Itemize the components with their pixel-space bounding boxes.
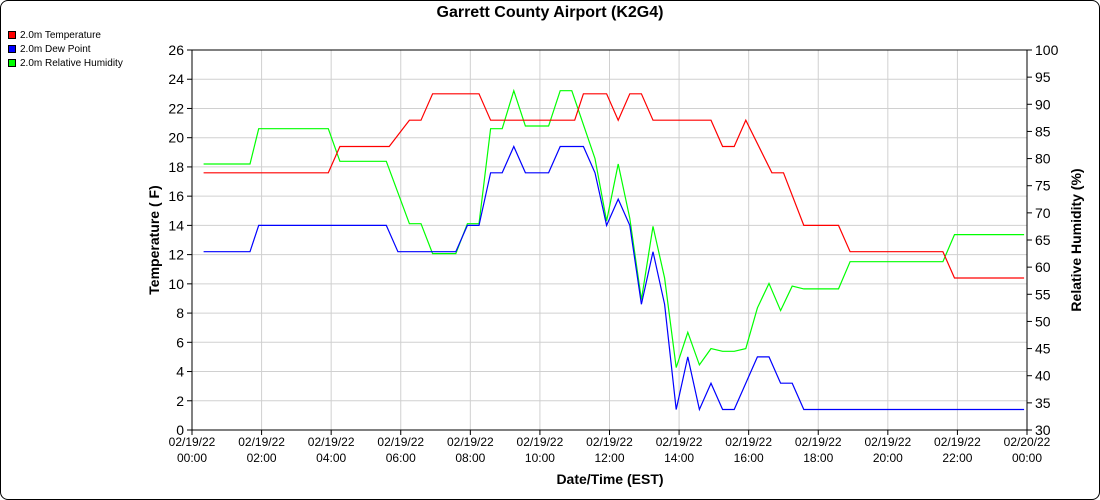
y-right-tick-label: 75 (1035, 178, 1051, 194)
y-tick-label: 14 (168, 217, 184, 233)
grid (191, 49, 1028, 431)
x-tick-date: 02/19/22 (934, 435, 981, 449)
y-right-tick-label: 50 (1035, 313, 1051, 329)
tick-labels: 0246810121416182022242630354045505560657… (168, 42, 1058, 465)
x-tick-time: 18:00 (803, 451, 833, 465)
legend-item-humidity: 2.0m Relative Humidity (8, 56, 123, 70)
x-tick-time: 16:00 (734, 451, 764, 465)
x-tick-time: 20:00 (873, 451, 903, 465)
x-tick-date: 02/19/22 (377, 435, 424, 449)
legend-label-humidity: 2.0m Relative Humidity (20, 57, 123, 69)
x-tick-time: 04:00 (316, 451, 346, 465)
x-tick-date: 02/19/22 (725, 435, 772, 449)
legend-swatch-humidity (8, 59, 16, 67)
y-tick-label: 20 (168, 130, 184, 146)
legend: 2.0m Temperature 2.0m Dew Point 2.0m Rel… (8, 28, 123, 70)
y-right-tick-label: 70 (1035, 205, 1051, 221)
x-tick-time: 12:00 (594, 451, 624, 465)
series-line-dewpoint (203, 145, 1025, 412)
y-right-tick-label: 100 (1035, 42, 1059, 58)
chart-title: Garrett County Airport (K2G4) (436, 4, 664, 21)
x-tick-time: 22:00 (942, 451, 972, 465)
y-tick-label: 26 (168, 42, 184, 58)
y-tick-label: 4 (176, 364, 184, 380)
series-line-temperature (203, 93, 1025, 279)
x-tick-time: 08:00 (455, 451, 485, 465)
y-tick-label: 2 (176, 393, 184, 409)
y-right-axis-label: Relative Humidity (%) (1068, 168, 1084, 311)
y-tick-label: 6 (176, 334, 184, 350)
y-right-tick-label: 55 (1035, 286, 1051, 302)
x-tick-time: 10:00 (525, 451, 555, 465)
y-right-tick-label: 45 (1035, 341, 1051, 357)
y-tick-label: 12 (168, 247, 184, 263)
x-tick-date: 02/19/22 (447, 435, 494, 449)
y-tick-label: 22 (168, 100, 184, 116)
y-right-tick-label: 60 (1035, 259, 1051, 275)
x-tick-date: 02/19/22 (864, 435, 911, 449)
x-tick-time: 02:00 (247, 451, 277, 465)
y-tick-label: 8 (176, 305, 184, 321)
y-right-tick-label: 85 (1035, 123, 1051, 139)
x-tick-date: 02/19/22 (238, 435, 285, 449)
y-right-tick-label: 90 (1035, 96, 1051, 112)
x-tick-date: 02/19/22 (517, 435, 564, 449)
y-right-tick-label: 95 (1035, 69, 1051, 85)
legend-item-temperature: 2.0m Temperature (8, 28, 123, 42)
axes (187, 49, 1032, 435)
x-tick-date: 02/19/22 (308, 435, 355, 449)
y-tick-label: 0 (176, 422, 184, 438)
x-tick-time: 06:00 (386, 451, 416, 465)
x-tick-time: 00:00 (177, 451, 207, 465)
x-tick-time: 00:00 (1012, 451, 1042, 465)
series-line-humidity (203, 88, 1025, 368)
x-tick-date: 02/19/22 (586, 435, 633, 449)
series-group (203, 88, 1025, 412)
y-right-tick-label: 65 (1035, 232, 1051, 248)
x-tick-date: 02/19/22 (656, 435, 703, 449)
x-axis-label: Date/Time (EST) (556, 471, 663, 487)
y-right-tick-label: 35 (1035, 395, 1051, 411)
legend-swatch-temperature (8, 31, 16, 39)
legend-label-dewpoint: 2.0m Dew Point (20, 43, 91, 55)
y-axis-label: Temperature ( F) (146, 185, 162, 294)
x-tick-date: 02/19/22 (795, 435, 842, 449)
x-tick-time: 14:00 (664, 451, 694, 465)
y-tick-label: 16 (168, 188, 184, 204)
y-tick-label: 18 (168, 159, 184, 175)
x-tick-date: 02/20/22 (1004, 435, 1051, 449)
legend-swatch-dewpoint (8, 45, 16, 53)
x-tick-date: 02/19/22 (169, 435, 216, 449)
y-tick-label: 10 (168, 276, 184, 292)
legend-item-dewpoint: 2.0m Dew Point (8, 42, 123, 56)
legend-label-temperature: 2.0m Temperature (20, 29, 101, 41)
plot-border (191, 49, 1028, 431)
y-right-tick-label: 40 (1035, 368, 1051, 384)
y-tick-label: 24 (168, 71, 184, 87)
y-right-tick-label: 30 (1035, 422, 1051, 438)
y-right-tick-label: 80 (1035, 151, 1051, 167)
